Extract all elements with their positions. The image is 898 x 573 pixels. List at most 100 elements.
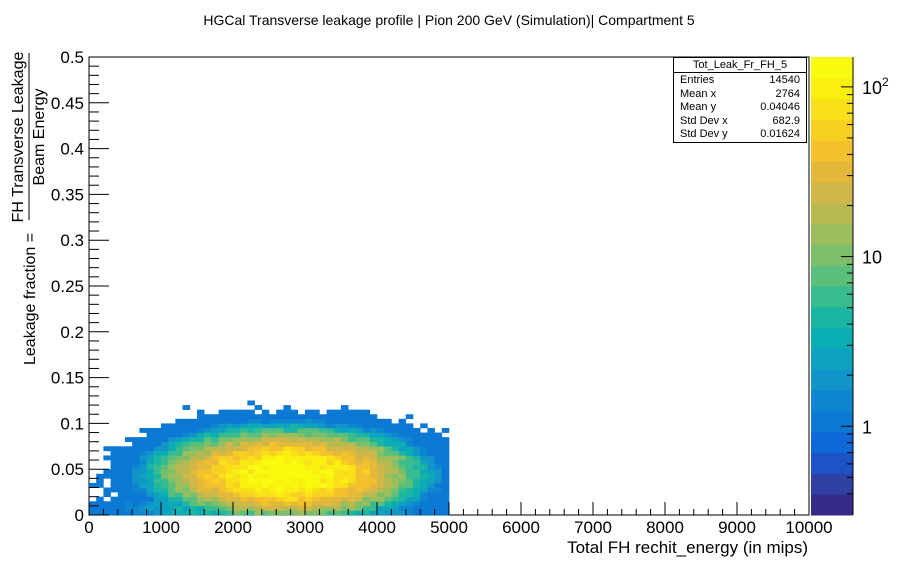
histogram-bin [355, 409, 363, 415]
histogram-bin [420, 455, 428, 461]
histogram-bin [434, 469, 443, 475]
color-scale-segment [811, 390, 853, 412]
histogram-bin [269, 460, 277, 465]
histogram-bin [384, 427, 392, 433]
histogram-bin [240, 478, 248, 484]
histogram-bin [110, 496, 119, 502]
histogram-bin [261, 460, 270, 465]
histogram-bin [240, 427, 248, 433]
histogram-bin [254, 464, 263, 470]
histogram-bin [197, 510, 205, 516]
histogram-bin [261, 423, 270, 429]
histogram-bin [341, 505, 349, 511]
histogram-bin [290, 464, 299, 470]
histogram-bin [225, 482, 234, 488]
x-axis: 0 1000 2000 3000 4000 5000 6000 7000 8000 9000 100… [84, 502, 833, 537]
histogram-bin [168, 423, 176, 429]
histogram-bin [405, 455, 414, 461]
histogram-bin [312, 478, 320, 484]
y-tick-label: 0.1 [60, 414, 84, 433]
histogram-bin [276, 460, 284, 465]
histogram-bin [182, 501, 191, 507]
histogram-bin [225, 473, 234, 479]
histogram-bin [441, 427, 450, 433]
histogram-bin [384, 460, 392, 465]
histogram-bin [333, 478, 342, 484]
histogram-bin [218, 409, 227, 415]
color-scale-segment [811, 98, 853, 120]
histogram-bin [362, 464, 371, 470]
histogram-bin [341, 437, 349, 443]
histogram-bin [269, 510, 277, 516]
histogram-bin [175, 501, 183, 507]
histogram-bin [189, 432, 198, 438]
histogram-bin [247, 487, 255, 493]
histogram-bin [189, 455, 198, 461]
histogram-bin [240, 423, 248, 429]
histogram-bin [146, 505, 155, 511]
histogram-bin [218, 464, 227, 470]
histogram-bin [218, 469, 227, 475]
histogram-bin [290, 409, 299, 415]
histogram-bin [355, 427, 363, 433]
histogram-bin [427, 505, 435, 511]
histogram-bin [391, 510, 399, 516]
histogram-bin [153, 501, 162, 507]
histogram-bin [182, 510, 191, 516]
histogram-bin [355, 492, 363, 497]
stats-row: Mean x 2764 [674, 87, 806, 101]
histogram-bin [283, 469, 291, 475]
histogram-bin [319, 487, 327, 493]
histogram-bin [362, 469, 371, 475]
histogram-bin [247, 400, 255, 406]
histogram-bin [355, 450, 363, 456]
histogram-bin [341, 441, 349, 447]
histogram-bin [290, 478, 299, 484]
histogram-bin [290, 423, 299, 429]
histogram-bin [427, 487, 435, 493]
histogram-bin [139, 446, 147, 452]
histogram-bin [218, 460, 227, 465]
histogram-bin [175, 455, 183, 461]
histogram-bin [319, 423, 327, 429]
histogram-bin [146, 469, 155, 475]
histogram-bin [153, 446, 162, 452]
histogram-bin [297, 455, 306, 461]
histogram-bin [405, 492, 414, 497]
histogram-bin [161, 450, 169, 456]
histogram-bin [168, 450, 176, 456]
histogram-bin [125, 505, 133, 511]
histogram-bin [391, 501, 399, 507]
color-scale-segment [811, 140, 853, 162]
histogram-bin [362, 418, 371, 424]
histogram-bin [168, 427, 176, 433]
histogram-bin [261, 473, 270, 479]
histogram-bin [110, 460, 119, 465]
histogram-bin [348, 464, 356, 470]
histogram-bin [269, 469, 277, 475]
color-scale-segment [811, 327, 853, 349]
color-scale-tick-base: 10 [862, 78, 882, 98]
y-tick-label: 0.2 [60, 323, 84, 342]
histogram-bin [369, 450, 378, 456]
histogram-bin [369, 432, 378, 438]
histogram-bin [276, 496, 284, 502]
histogram-bin [362, 441, 371, 447]
histogram-bin [413, 510, 421, 516]
histogram-bin [405, 446, 414, 452]
histogram-bin [348, 418, 356, 424]
histogram-bin [305, 418, 313, 424]
x-tick-label: 0 [84, 518, 93, 537]
histogram-bin [405, 510, 414, 516]
histogram-bin [283, 409, 291, 415]
histogram-bin [326, 492, 335, 497]
histogram-bin [297, 510, 306, 516]
histogram-bin [139, 487, 147, 493]
histogram-bin [233, 473, 241, 479]
histogram-bin [398, 492, 407, 497]
histogram-bin [240, 505, 248, 511]
histogram-bin [391, 482, 399, 488]
histogram-bin [434, 441, 443, 447]
histogram-bin [398, 455, 407, 461]
